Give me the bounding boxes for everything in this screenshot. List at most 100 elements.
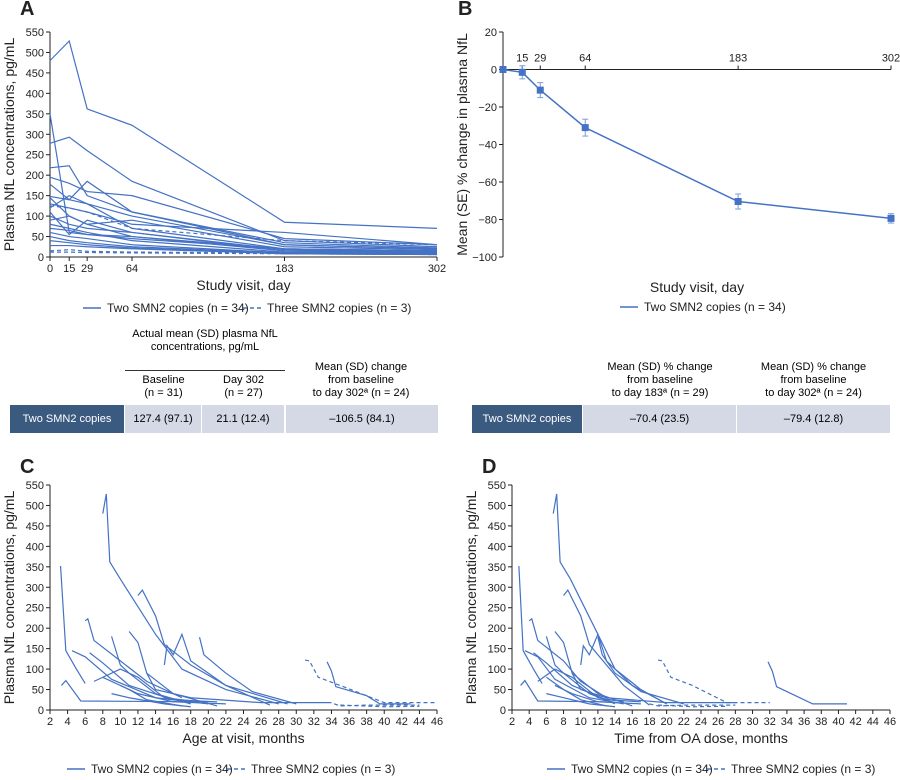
patient-line-two-copies	[60, 679, 209, 703]
patient-line-three-copies	[49, 249, 438, 255]
y-tick-label: 0	[38, 705, 44, 717]
legend-three-copies: Three SMN2 copies (n = 3)	[731, 762, 875, 776]
x-tick-label: 18	[185, 716, 197, 728]
patient-line-three-copies	[304, 659, 437, 704]
y-tick-label: 20	[485, 27, 497, 39]
x-tick-label: 12	[592, 716, 604, 728]
x-tick-label: 26	[712, 716, 724, 728]
y-tick-label: 200	[488, 623, 506, 635]
x-tick-label: 22	[220, 716, 232, 728]
y-tick-label: −40	[478, 140, 497, 152]
x-tick-label: 20	[661, 716, 673, 728]
x-tick-label: 46	[884, 716, 896, 728]
x-tick-label: 32	[764, 716, 776, 728]
x-tick-label: 28	[729, 716, 741, 728]
x-tick-label: 28	[273, 716, 285, 728]
x-tick-label: 40	[378, 716, 390, 728]
y-tick-label: 350	[26, 562, 44, 574]
patient-line-three-copies	[657, 659, 770, 704]
x-tick-label: 29	[534, 53, 546, 65]
patient-line-two-copies	[198, 637, 297, 705]
data-point	[581, 124, 589, 132]
y-tick-label: 100	[488, 664, 506, 676]
panel-label-A: A	[20, 0, 34, 20]
y-tick-label: 450	[26, 68, 44, 80]
tableA-divider	[125, 370, 285, 371]
legend-two-copies: Two SMN2 copies (n = 34)	[644, 300, 786, 314]
patient-line-two-copies	[537, 668, 624, 703]
x-axis-label: Study visit, day	[650, 279, 744, 295]
x-tick-label: 42	[396, 716, 408, 728]
col-header: Mean (SD) change	[314, 361, 408, 373]
panel-label-D: D	[482, 456, 496, 478]
y-tick-label: 500	[26, 500, 44, 512]
data-point	[536, 86, 544, 94]
patient-line-two-copies	[518, 565, 543, 684]
x-tick-label: 302	[882, 53, 900, 65]
x-tick-label: 38	[815, 716, 827, 728]
x-tick-label: 44	[413, 716, 425, 728]
y-tick-label: 50	[32, 685, 44, 697]
y-tick-label: 550	[26, 480, 44, 492]
patient-line-two-copies	[49, 195, 438, 250]
x-tick-label: 8	[100, 716, 106, 728]
x-tick-label: 38	[361, 716, 373, 728]
x-tick-label: 183	[729, 53, 747, 65]
y-tick-label: 100	[26, 211, 44, 223]
panel-label-B: B	[458, 0, 472, 20]
legend-two-copies: Two SMN2 copies (n = 34)	[571, 762, 713, 776]
data-point	[499, 66, 507, 73]
data-point	[734, 198, 742, 205]
y-tick-label: 300	[488, 582, 506, 594]
tableB-cell-day302: –79.4 (12.8)	[737, 405, 890, 433]
tableB-col2: Mean (SD) % change from baseline to day 30…	[737, 361, 890, 400]
y-tick-label: 0	[38, 252, 44, 264]
x-axis-label: Time from OA dose, months	[614, 730, 788, 746]
x-tick-label: 10	[575, 716, 587, 728]
patient-line-two-copies	[49, 215, 438, 253]
y-tick-label: 100	[26, 664, 44, 676]
patient-line-two-copies	[120, 684, 226, 705]
patient-line-two-copies	[102, 676, 183, 707]
y-tick-label: 200	[26, 623, 44, 635]
y-axis-label: Plasma NfL concentrations, pg/mL	[463, 491, 479, 705]
x-tick-label: 44	[867, 716, 879, 728]
y-tick-label: 300	[26, 129, 44, 141]
tableA-group-header: Actual mean (SD) plasma NfL concentratio…	[132, 328, 278, 353]
patient-line-two-copies	[326, 661, 411, 705]
legend-two-copies: Two SMN2 copies (n = 34)	[91, 762, 233, 776]
data-point	[518, 68, 526, 76]
col-n: (n = 27)	[224, 387, 263, 399]
legend-three-copies: Three SMN2 copies (n = 3)	[267, 301, 411, 315]
y-axis-label: Plasma NfL concentrations, pg/mL	[1, 491, 17, 705]
y-axis-label: Plasma NfL concentrations, pg/mL	[1, 38, 17, 252]
x-tick-label: 18	[643, 716, 655, 728]
tableA-cell-baseline: 127.4 (97.1)	[125, 405, 201, 433]
patient-line-two-copies	[571, 672, 736, 704]
patient-line-two-copies	[84, 617, 183, 699]
y-tick-label: −80	[478, 215, 497, 227]
legend-three-copies: Three SMN2 copies (n = 3)	[251, 762, 395, 776]
patient-line-two-copies	[563, 589, 650, 706]
col-n: (n = 31)	[144, 387, 183, 399]
patient-line-two-copies	[137, 589, 271, 706]
x-tick-label: 12	[132, 716, 144, 728]
patient-line-two-copies	[93, 668, 200, 703]
col-header: Mean (SD) % change	[760, 361, 867, 373]
x-tick-label: 34	[325, 716, 337, 728]
patient-line-two-copies	[520, 679, 607, 703]
y-tick-label: −100	[472, 252, 497, 264]
x-tick-label: 30	[290, 716, 302, 728]
col-header: from baseline	[327, 374, 395, 386]
tableA-row-label: Two SMN2 copies	[10, 405, 124, 433]
x-tick-label: 2	[509, 716, 515, 728]
patient-line-two-copies	[49, 227, 438, 252]
patient-line-two-copies	[111, 693, 191, 708]
data-point	[887, 214, 895, 222]
y-tick-label: −20	[478, 102, 497, 114]
y-tick-label: 450	[26, 521, 44, 533]
y-tick-label: 400	[26, 541, 44, 553]
x-tick-label: 64	[579, 53, 591, 65]
y-tick-label: 150	[26, 644, 44, 656]
y-tick-label: −60	[478, 177, 497, 189]
